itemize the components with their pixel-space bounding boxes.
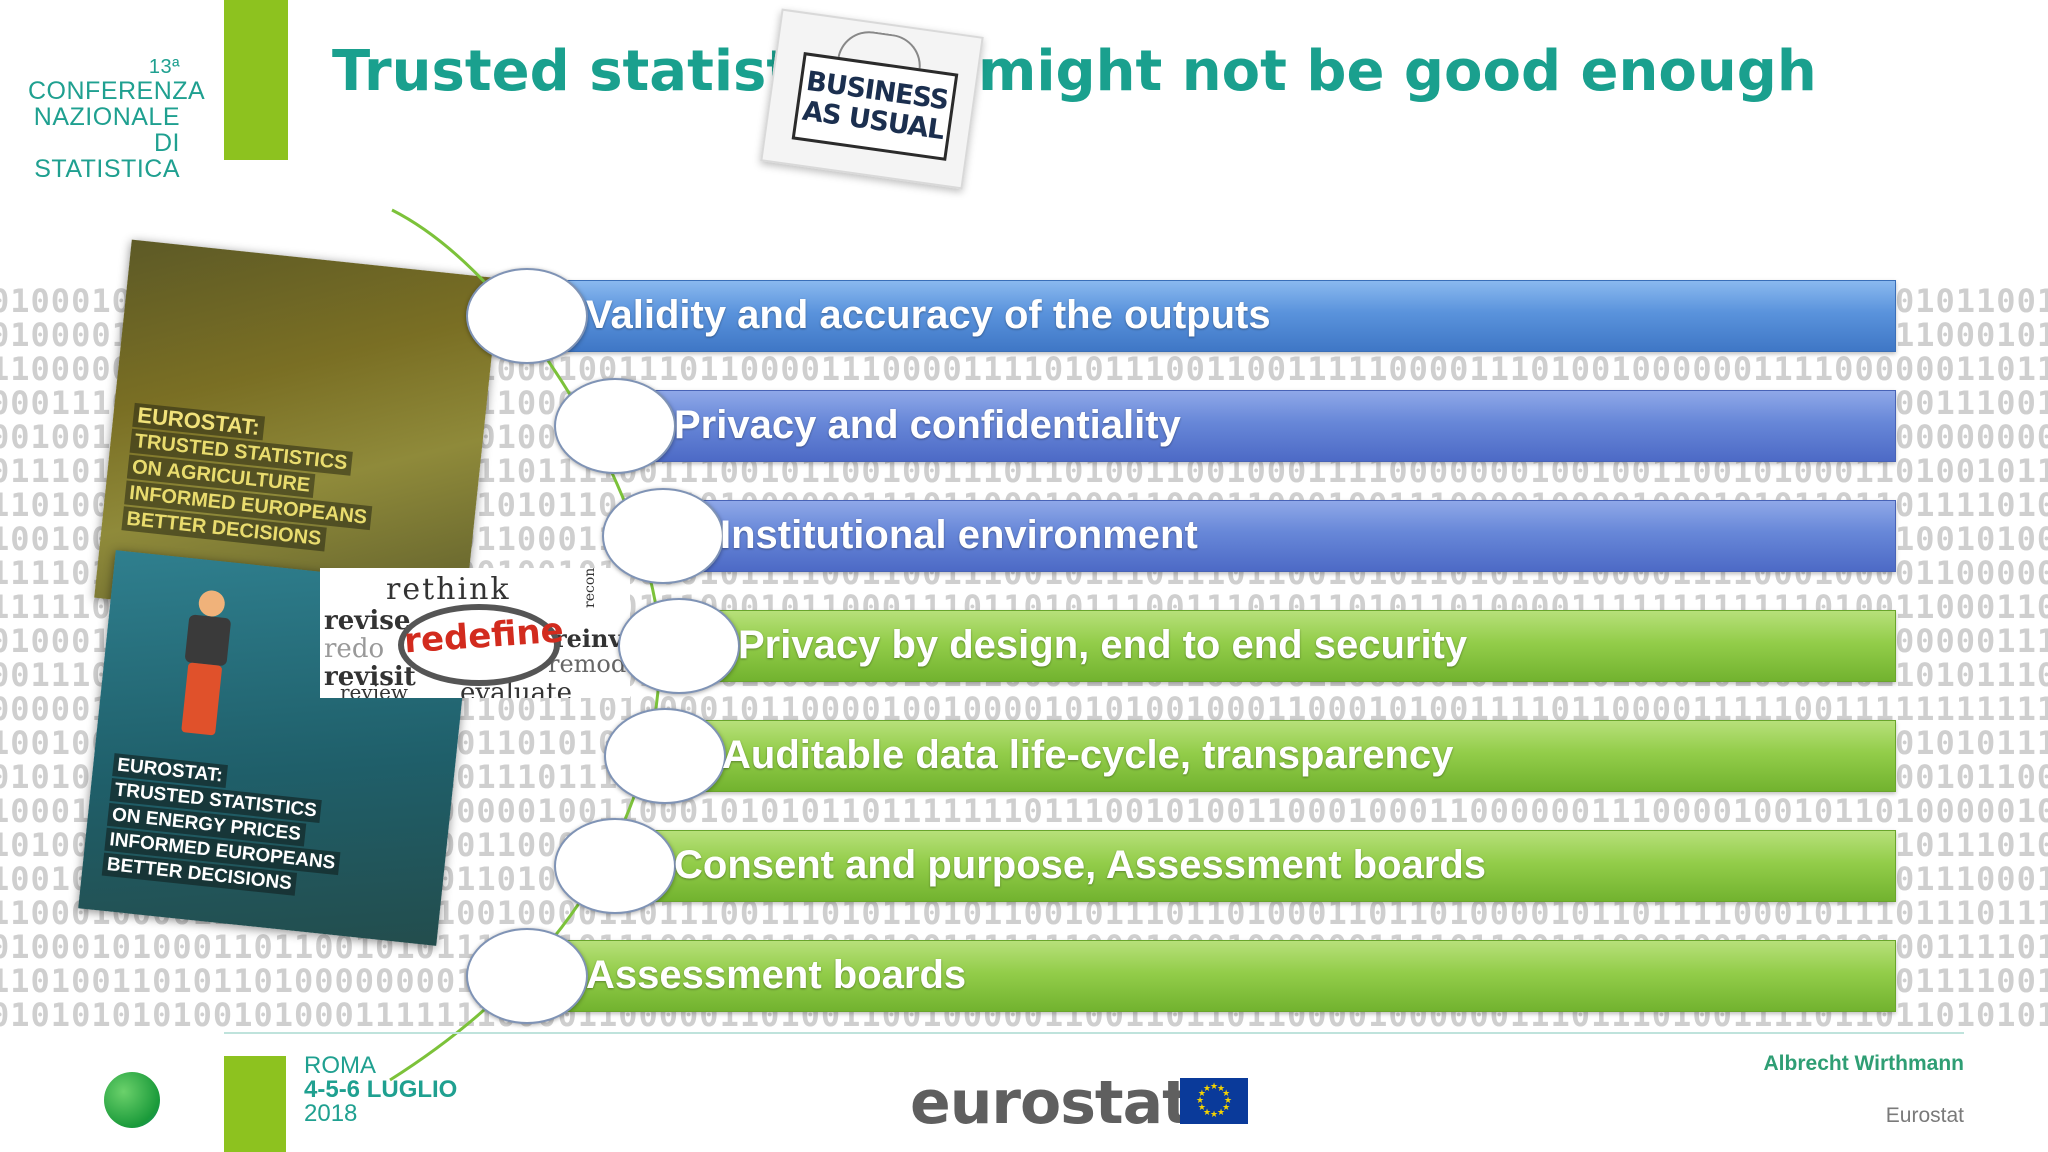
eurostat-logo: eurostat bbox=[910, 1068, 1191, 1138]
flag-star: ★ bbox=[1197, 1089, 1206, 1099]
event-city: ROMA bbox=[304, 1052, 376, 1079]
business-as-usual-sign: BUSINESS AS USUAL bbox=[760, 8, 984, 190]
flag-star: ★ bbox=[1196, 1096, 1205, 1106]
conference-number: 13ª bbox=[148, 56, 180, 78]
flag-star: ★ bbox=[1222, 1103, 1231, 1113]
item-bubble bbox=[604, 708, 726, 804]
accent-block-top bbox=[224, 0, 288, 160]
organization-name: Eurostat bbox=[1885, 1104, 1964, 1127]
conference-line-3: DI STATISTICA bbox=[34, 129, 180, 183]
item-label: Privacy and confidentiality bbox=[674, 403, 1181, 447]
flag-star: ★ bbox=[1222, 1089, 1231, 1099]
item-label: Auditable data life-cycle, transparency bbox=[722, 733, 1454, 777]
conference-line-1: CONFERENZA bbox=[28, 77, 206, 105]
flag-star: ★ bbox=[1224, 1096, 1233, 1106]
person-figure-icon bbox=[167, 587, 242, 742]
flag-star: ★ bbox=[1217, 1083, 1226, 1094]
word-remod: remod bbox=[548, 650, 627, 678]
item-bar bbox=[560, 280, 1896, 352]
word-reinv: reinv bbox=[554, 624, 623, 653]
item-bubble bbox=[466, 268, 588, 364]
eu-flag-icon: ★ ★ ★ ★ ★ ★ ★ ★ ★ ★ ★ ★ bbox=[1180, 1078, 1248, 1124]
magnifier-icon bbox=[398, 604, 560, 686]
item-bubble bbox=[554, 378, 676, 474]
author-name: Albrecht Wirthmann bbox=[1763, 1052, 1964, 1075]
conference-line-2: NAZIONALE bbox=[33, 103, 180, 131]
footer-divider bbox=[224, 1032, 1964, 1034]
item-bar bbox=[700, 720, 1896, 792]
conference-logo: 13ª CONFERENZA NAZIONALE DI STATISTICA bbox=[28, 56, 206, 183]
item-label: Assessment boards bbox=[586, 953, 967, 997]
flag-star: ★ bbox=[1203, 1108, 1212, 1119]
item-bar bbox=[712, 610, 1896, 682]
item-bubble bbox=[466, 928, 588, 1024]
event-year: 2018 bbox=[304, 1100, 358, 1127]
item-label: Privacy by design, end to end security bbox=[738, 623, 1468, 667]
item-label: Validity and accuracy of the outputs bbox=[586, 293, 1271, 337]
accent-block-bottom bbox=[224, 1056, 286, 1152]
circle-logo-icon bbox=[104, 1072, 160, 1128]
title-right: might not be good enough bbox=[978, 39, 1817, 104]
flag-star: ★ bbox=[1210, 1110, 1219, 1120]
flag-star: ★ bbox=[1217, 1108, 1226, 1119]
item-label: Consent and purpose, Assessment boards bbox=[674, 843, 1487, 887]
item-bar bbox=[648, 830, 1896, 902]
rethink-words-image: rethink revise redo reinv remod revisit … bbox=[320, 568, 630, 698]
word-review: review bbox=[340, 680, 409, 698]
item-bar bbox=[560, 940, 1896, 1012]
item-bubble bbox=[554, 818, 676, 914]
word-redo: redo bbox=[324, 634, 385, 664]
event-info: ROMA 4-5-6 LUGLIO 2018 bbox=[304, 1054, 457, 1126]
item-label: Institutional environment bbox=[720, 513, 1198, 557]
item-bubble bbox=[618, 598, 740, 694]
word-revise: revise bbox=[324, 606, 411, 636]
item-bubble bbox=[602, 488, 724, 584]
item-bar bbox=[648, 390, 1896, 462]
flag-star: ★ bbox=[1210, 1082, 1219, 1092]
flag-star: ★ bbox=[1197, 1103, 1206, 1113]
event-dates: 4-5-6 LUGLIO bbox=[304, 1076, 458, 1103]
word-rethink: rethink bbox=[386, 572, 511, 607]
sign-plate: BUSINESS AS USUAL bbox=[791, 52, 959, 161]
word-revisit: revisit bbox=[324, 662, 416, 692]
flag-star: ★ bbox=[1203, 1083, 1212, 1094]
